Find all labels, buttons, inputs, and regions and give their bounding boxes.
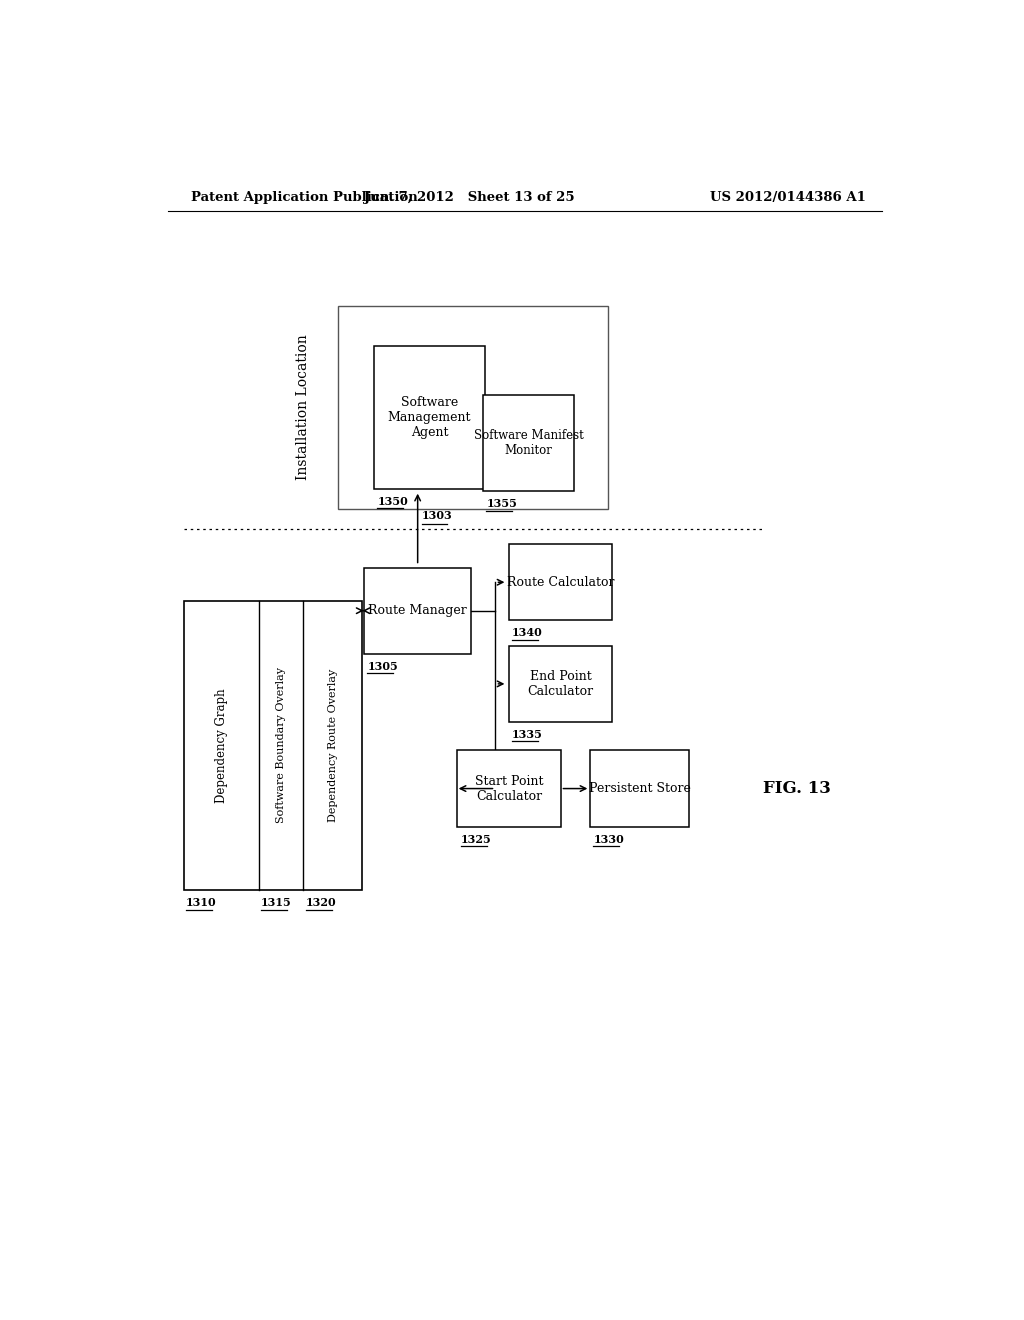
Bar [458, 751, 560, 826]
Text: 1303: 1303 [422, 511, 453, 521]
Text: 1310: 1310 [186, 898, 216, 908]
Text: Start Point
Calculator: Start Point Calculator [475, 775, 543, 803]
Text: Jun. 7, 2012   Sheet 13 of 25: Jun. 7, 2012 Sheet 13 of 25 [364, 190, 574, 203]
Text: 1305: 1305 [368, 661, 398, 672]
Text: Route Manager: Route Manager [369, 605, 467, 618]
Bar [483, 395, 574, 491]
Text: Persistent Store: Persistent Store [589, 781, 691, 795]
Text: 1315: 1315 [261, 898, 292, 908]
Text: Dependency Graph: Dependency Graph [215, 688, 227, 803]
Text: 1330: 1330 [594, 834, 625, 845]
Text: Installation Location: Installation Location [296, 334, 309, 480]
Text: End Point
Calculator: End Point Calculator [527, 669, 594, 698]
Text: 1340: 1340 [512, 627, 543, 639]
Bar [183, 601, 362, 890]
Text: Software
Management
Agent: Software Management Agent [388, 396, 471, 440]
Text: 1320: 1320 [305, 898, 336, 908]
Text: Software Boundary Overlay: Software Boundary Overlay [275, 668, 286, 824]
Text: FIG. 13: FIG. 13 [763, 780, 830, 797]
Text: 1335: 1335 [512, 729, 543, 741]
Bar [590, 751, 689, 826]
Text: Dependency Route Overlay: Dependency Route Overlay [328, 669, 338, 822]
Text: Software Manifest
Monitor: Software Manifest Monitor [474, 429, 584, 457]
Text: Patent Application Publication: Patent Application Publication [191, 190, 418, 203]
Bar [509, 645, 612, 722]
Bar [509, 544, 612, 620]
Text: Route Calculator: Route Calculator [507, 576, 614, 589]
Text: 1350: 1350 [377, 496, 408, 507]
Text: US 2012/0144386 A1: US 2012/0144386 A1 [711, 190, 866, 203]
Bar [374, 346, 485, 488]
Bar [365, 568, 471, 653]
Bar [338, 306, 608, 510]
Text: 1325: 1325 [461, 834, 492, 845]
Text: 1355: 1355 [486, 499, 517, 510]
